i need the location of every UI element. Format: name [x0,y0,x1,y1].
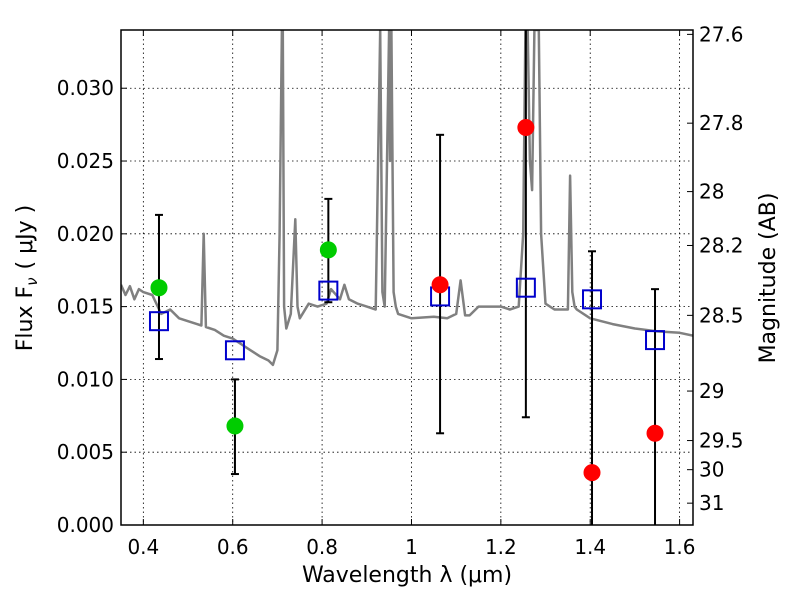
spectrum-line [121,30,693,367]
x-tick-label: 1 [405,535,418,559]
detection-point [150,279,168,297]
x-tick-label: 0.4 [127,535,159,559]
y-axis-title-subscript: ν [23,277,41,285]
y-axis-title-main: Flux F [13,286,38,351]
nondetection-point [583,464,601,482]
y-tick-label: 0.030 [57,76,114,100]
y2-tick-label: 30 [699,458,724,482]
y2-tick-label: 27.8 [699,111,744,135]
y-tick-label: 0.000 [57,513,114,537]
y2-tick-label: 28 [699,180,724,204]
y2-tick-label: 27.6 [699,22,744,46]
y-tick-label: 0.005 [57,440,114,464]
x-tick-label: 1.2 [485,535,517,559]
y2-axis-title: Magnitude (AB) [756,193,781,364]
model-square-marker [645,330,666,351]
detection-point [319,241,337,259]
model-square-marker [582,289,603,310]
plot-area [121,30,693,525]
y2-tick-label: 28.5 [699,303,744,327]
nondetection-point [517,119,535,137]
y2-tick-label: 29.5 [699,429,744,453]
nondetection-point [431,276,449,294]
x-tick-label: 1.6 [664,535,696,559]
axis-ticks: 0.4 0.6 0.8 1 1.2 1.4 1.6 0.000 0.005 0.010 0.015 0… [57,22,744,559]
x-tick-label: 0.8 [306,535,338,559]
x-tick-label: 0.6 [217,535,249,559]
y-tick-label: 0.020 [57,222,114,246]
model-square-marker [515,277,536,298]
y-tick-label: 0.015 [57,295,114,319]
y2-tick-label: 28.2 [699,233,744,257]
model-square-marker [148,311,169,332]
model-square-marker [318,280,339,301]
detection-point [226,417,244,435]
y-tick-label: 0.010 [57,367,114,391]
x-axis-title: Wavelength λ (μm) [302,563,512,588]
y2-tick-label: 29 [699,379,724,403]
grid [121,30,693,526]
nondetection-point [646,424,664,442]
y2-tick-label: 31 [699,491,724,515]
y-tick-label: 0.025 [57,149,114,173]
model-square-marker [224,340,245,361]
plot-frame [120,29,694,526]
y-axis-title-unit: ( μJy ) [13,205,38,270]
y-axis-title: Flux Fν ( μJy ) [13,205,41,351]
x-tick-label: 1.4 [574,535,606,559]
